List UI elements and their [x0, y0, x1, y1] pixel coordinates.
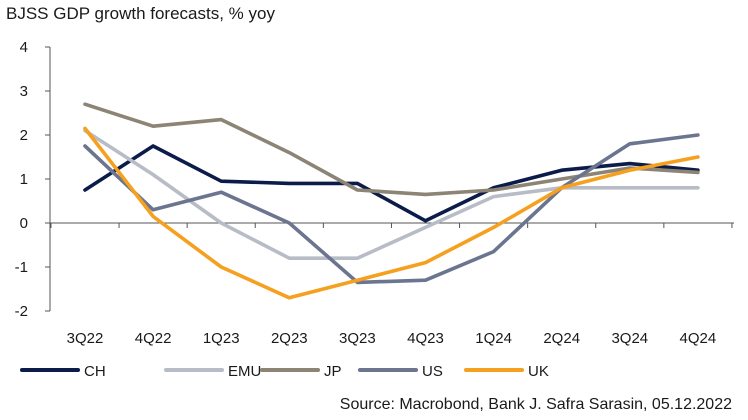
legend-label-ch: CH: [84, 363, 106, 380]
y-tick-label: 2: [20, 127, 28, 144]
x-tick-label: 3Q22: [67, 330, 104, 347]
x-tick-label: 4Q22: [135, 330, 172, 347]
y-tick-label: 1: [20, 171, 28, 188]
x-tick-label: 4Q24: [680, 330, 717, 347]
y-tick-label: -1: [15, 259, 28, 276]
chart-title: BJSS GDP growth forecasts, % yoy: [6, 4, 275, 23]
x-tick-label: 3Q24: [611, 330, 648, 347]
series-line-jp: [83, 102, 700, 197]
series-line-emu: [83, 128, 700, 261]
y-tick-label: 3: [20, 83, 28, 100]
legend-label-jp: JP: [324, 363, 342, 380]
x-tick-label: 1Q24: [475, 330, 512, 347]
y-tick-label: -2: [15, 303, 28, 320]
x-tick-label: 2Q24: [543, 330, 580, 347]
x-tick-label: 4Q23: [407, 330, 444, 347]
legend-label-uk: UK: [528, 363, 549, 380]
x-tick-label: 3Q23: [339, 330, 376, 347]
series-line-us: [83, 133, 700, 285]
y-tick-label: 0: [20, 215, 28, 232]
x-tick-label: 1Q23: [203, 330, 240, 347]
y-tick-label: 4: [20, 39, 28, 56]
series-line-uk: [83, 126, 700, 300]
legend-label-us: US: [422, 363, 443, 380]
chart-source: Source: Macrobond, Bank J. Safra Sarasin…: [339, 396, 732, 413]
legend-label-emu: EMU: [228, 363, 261, 380]
x-tick-label: 2Q23: [271, 330, 308, 347]
